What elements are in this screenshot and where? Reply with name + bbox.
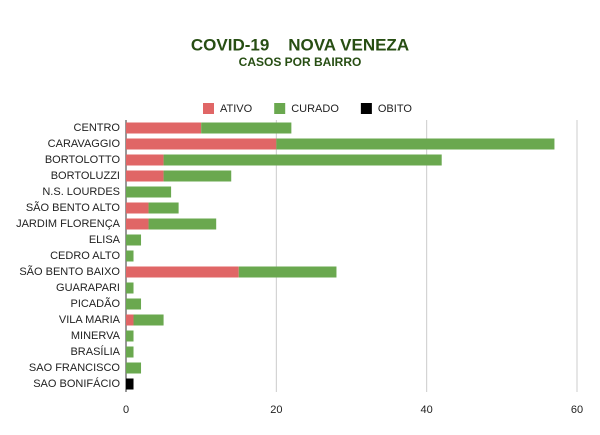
legend-label: ATIVO <box>220 103 253 115</box>
y-tick-label: BRASÍLIA <box>70 345 120 358</box>
bar-segment <box>163 154 442 166</box>
y-tick-label: CEDRO ALTO <box>50 250 120 262</box>
y-tick-label: GUARAPARI <box>56 282 120 294</box>
bar-segment <box>126 330 134 342</box>
bar-segment <box>126 202 149 214</box>
bar-segment <box>126 234 142 246</box>
bar-segment <box>126 250 134 262</box>
bar-segment <box>126 378 134 390</box>
legend-label: OBITO <box>378 103 412 115</box>
y-tick-label: SAO FRANCISCO <box>29 362 121 374</box>
bar-segment <box>126 346 134 358</box>
y-tick-label: CENTRO <box>74 122 121 134</box>
bar-segment <box>201 122 292 134</box>
x-tick-label: 20 <box>270 404 282 416</box>
bar-segment <box>276 138 555 150</box>
bar-segment <box>133 314 164 326</box>
y-tick-label: MINERVA <box>71 330 121 342</box>
bar-segment <box>238 266 337 278</box>
x-tick-label: 0 <box>123 404 129 416</box>
bar-segment <box>126 314 134 326</box>
bar-segment <box>126 154 164 166</box>
y-tick-label: SÃO BENTO ALTO <box>26 201 121 214</box>
bar-segment <box>148 202 179 214</box>
bar-segment <box>163 170 232 182</box>
y-tick-label: PICADÃO <box>70 297 120 310</box>
x-tick-label: 60 <box>571 404 583 416</box>
legend-label: CURADO <box>291 103 339 115</box>
bar-segment <box>126 170 164 182</box>
x-tick-label: 40 <box>421 404 433 416</box>
legend-swatch <box>360 103 372 114</box>
y-tick-label: SÃO BENTO BAIXO <box>19 265 120 278</box>
y-tick-label: SAO BONIFÁCIO <box>33 377 120 390</box>
bar-segment <box>148 218 217 230</box>
chart-title: COVID-19 NOVA VENEZA <box>191 35 409 54</box>
bar-segment <box>126 266 239 278</box>
chart-subtitle: CASOS POR BAIRRO <box>239 55 362 69</box>
y-tick-label: BORTOLOTTO <box>45 154 121 166</box>
bar-segment <box>126 138 277 150</box>
y-tick-label: CARAVAGGIO <box>48 138 121 150</box>
y-tick-label: JARDIM FLORENÇA <box>16 218 121 230</box>
bar-segment <box>126 218 149 230</box>
bar-segment <box>126 362 142 374</box>
y-tick-label: VILA MARIA <box>59 314 121 326</box>
y-tick-label: N.S. LOURDES <box>42 186 120 198</box>
legend-swatch <box>203 103 214 114</box>
bar-segment <box>126 122 202 134</box>
y-tick-label: BORTOLUZZI <box>51 170 120 182</box>
bar-segment <box>126 298 142 310</box>
bar-segment <box>126 186 172 198</box>
bar-segment <box>126 282 134 294</box>
legend-swatch <box>274 103 286 114</box>
y-tick-label: ELISA <box>89 234 121 246</box>
